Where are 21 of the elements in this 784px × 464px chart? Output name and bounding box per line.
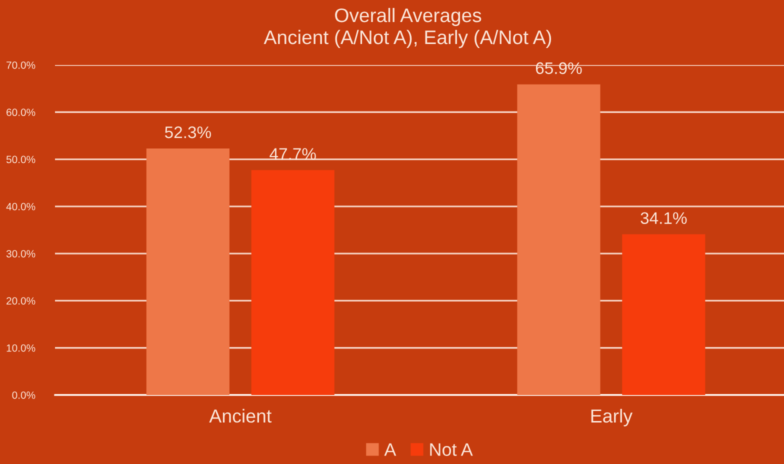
y-tick-label: 60.0% — [6, 108, 36, 116]
y-tick-label: 0.0% — [12, 392, 36, 399]
x-tick-label: Early — [591, 408, 633, 426]
y-tick-label: 70.0% — [6, 62, 36, 69]
y-tick-label: 10.0% — [6, 344, 36, 352]
y-tick-label: 30.0% — [6, 250, 36, 258]
chart-title: Overall Averages — [335, 8, 482, 26]
y-tick-label: 20.0% — [6, 297, 36, 305]
x-tick-label: Ancient — [209, 408, 272, 423]
data-label: 34.1% — [640, 212, 687, 224]
data-label: 47.7% — [270, 148, 316, 160]
legend-label: A — [384, 443, 396, 456]
data-label: 52.3% — [164, 126, 211, 138]
bar — [251, 170, 334, 395]
legend-label: Not A — [430, 443, 473, 456]
chart-subtitle: Ancient (A/Not A), Early (A/Not A) — [264, 30, 552, 48]
y-tick-label: 50.0% — [6, 156, 36, 164]
bar — [517, 84, 600, 395]
bar — [146, 148, 230, 395]
bar — [622, 234, 706, 395]
y-tick-label: 40.0% — [6, 202, 36, 210]
